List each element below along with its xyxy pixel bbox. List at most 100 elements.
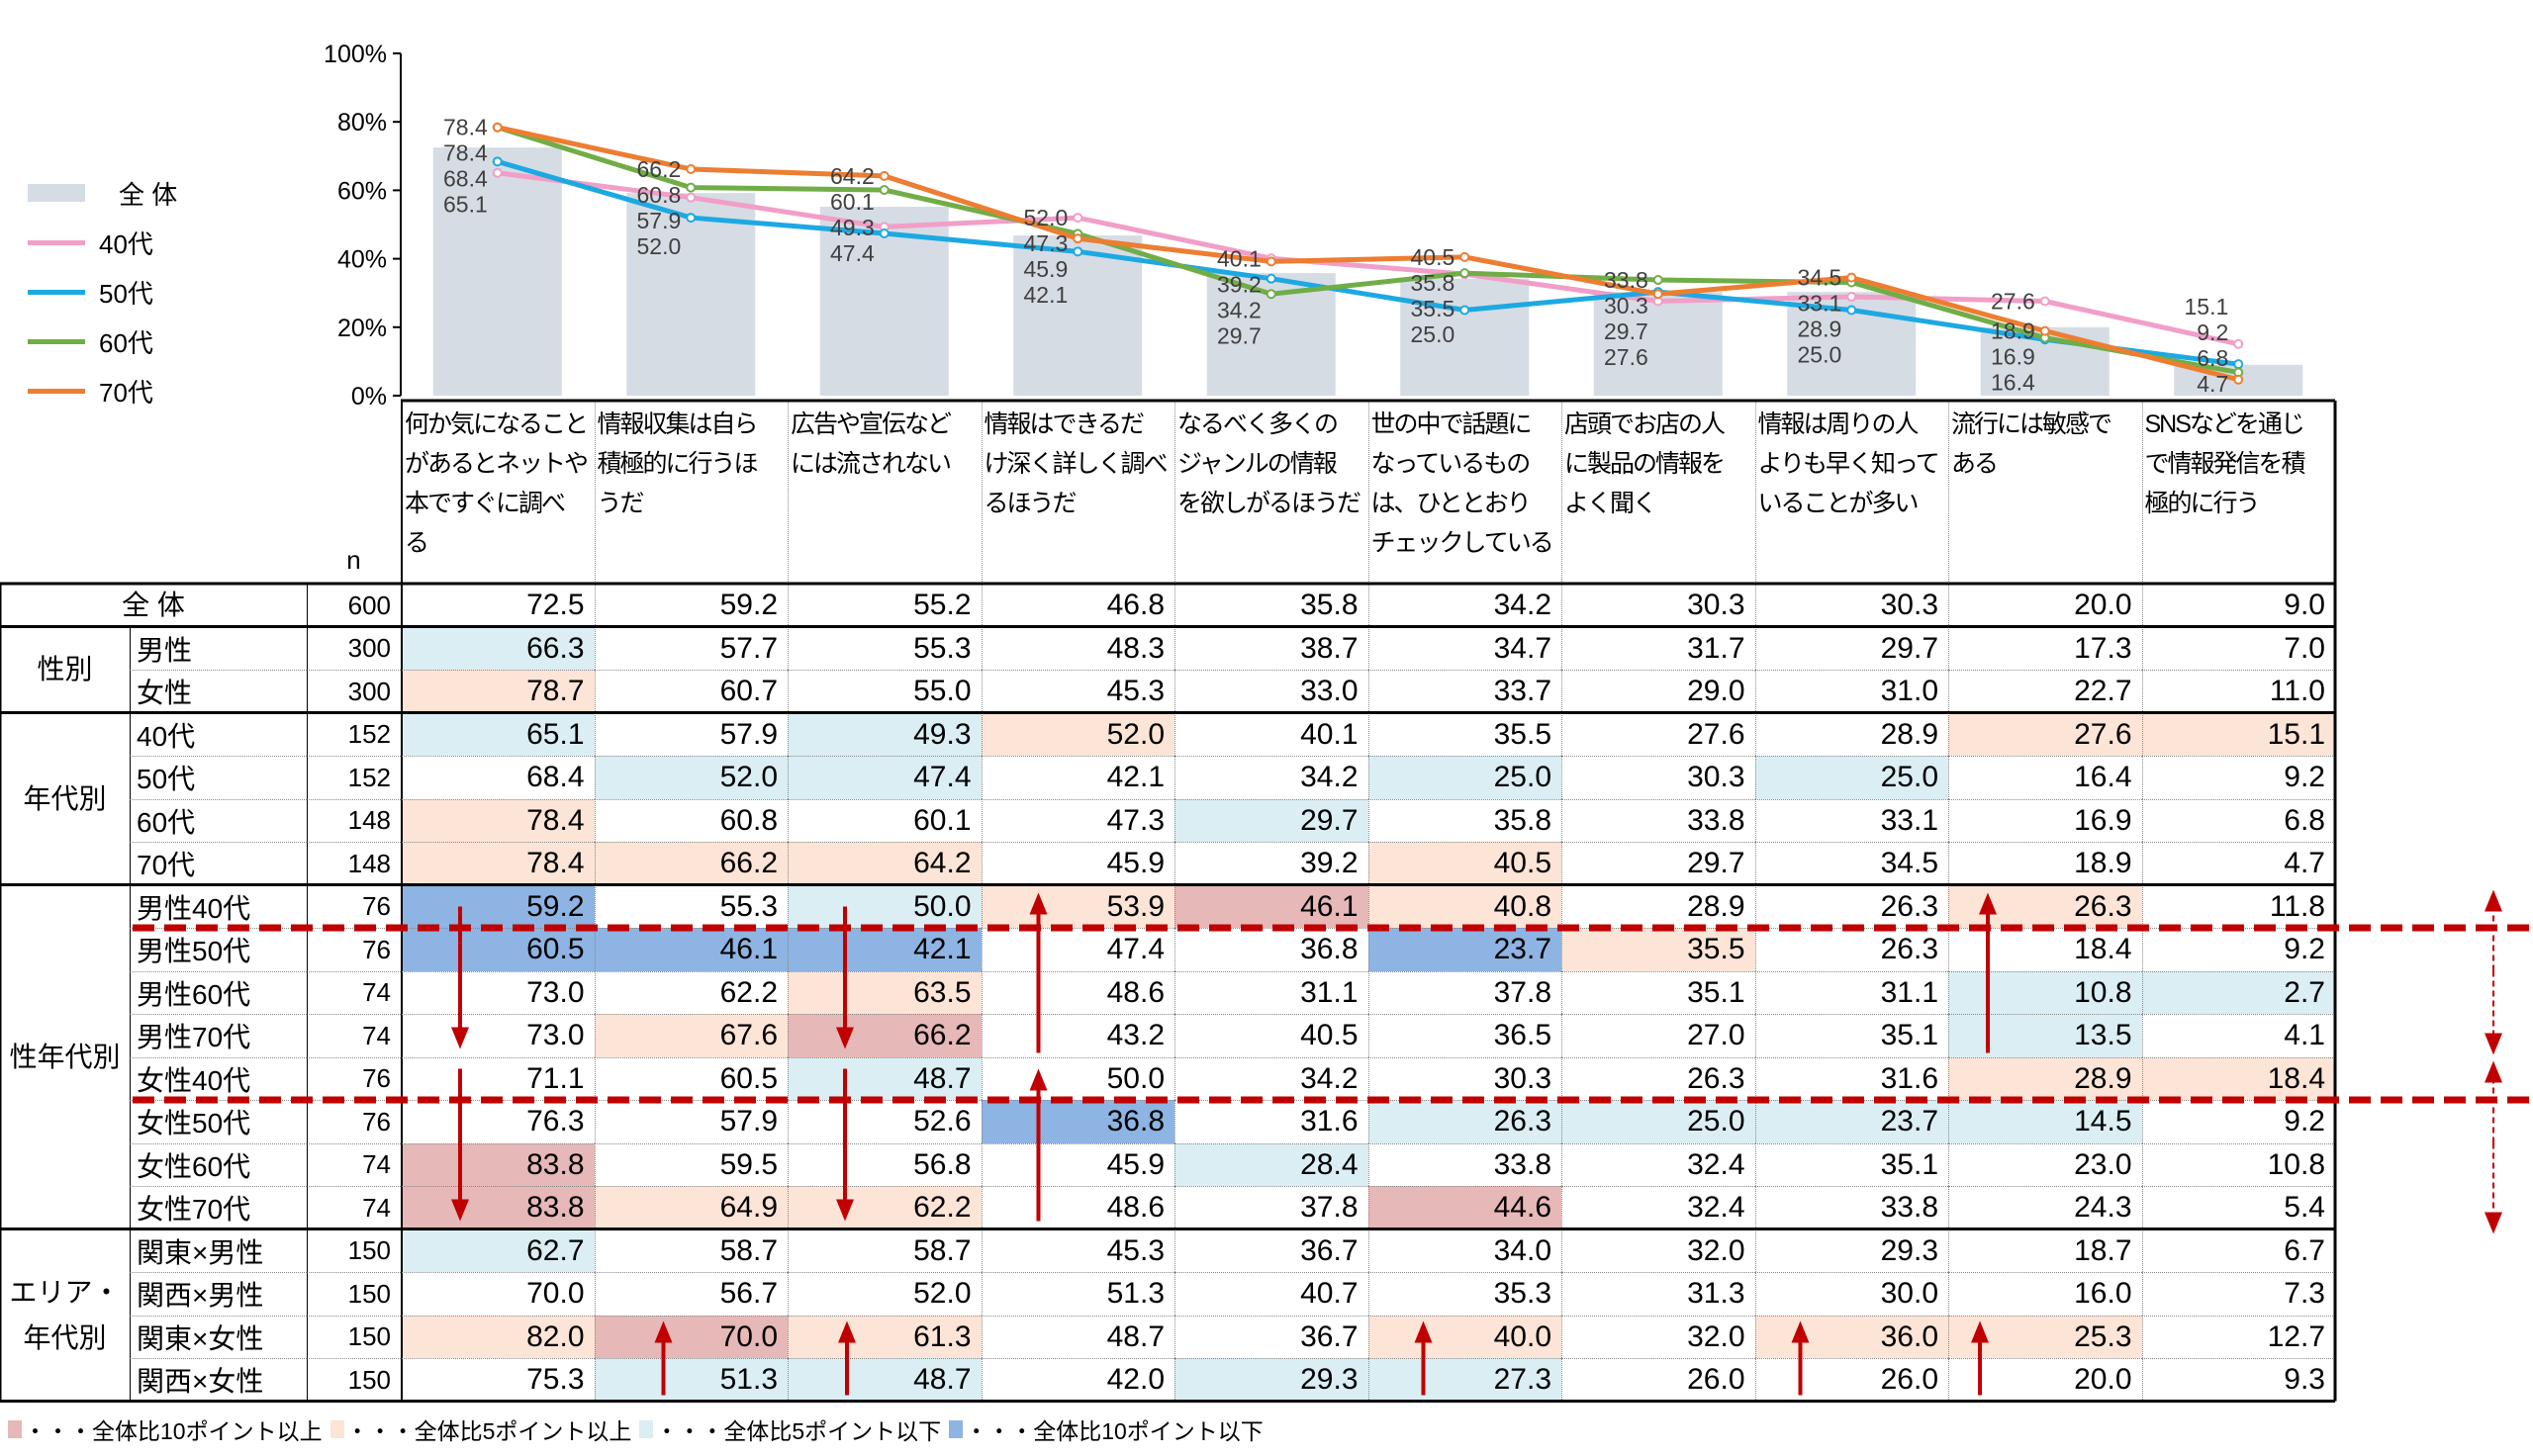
table-cell: 46.1 [1174,884,1368,928]
table-cell: 67.6 [594,1014,788,1057]
data-point [1846,292,1857,303]
table-cell: 33.1 [1754,798,1948,842]
table-cell: 34.5 [1754,842,1948,885]
color-legend-label: ・・・全体比10ポイント以上 [24,1418,323,1444]
table-cell: 40.8 [1367,884,1561,928]
y-tick-label: 60% [337,177,387,205]
data-point [1846,305,1857,316]
table-cell: 55.3 [594,884,788,928]
table-cell: 32.4 [1561,1142,1755,1186]
row-label: 50代 [130,756,307,799]
sample-size: 76 [307,928,401,971]
y-tick-label: 40% [337,246,387,274]
table-cell: 33.7 [1367,670,1561,713]
data-point [1459,268,1470,279]
data-label: 34.2 [1217,297,1262,322]
table-cell: 6.8 [2141,798,2335,842]
color-legend-label: ・・・全体比5ポイント以下 [655,1418,942,1444]
table-cell: 9.2 [2141,928,2335,971]
table-cell: 33.8 [1754,1186,1948,1229]
table-cell: 35.3 [1367,1272,1561,1316]
table-cell: 48.6 [981,1186,1174,1229]
column-header: 広告や宣伝など には流されない [788,401,982,584]
sample-size: 300 [307,626,401,670]
row-label: 女性50代 [130,1100,307,1143]
table-cell: 25.0 [1367,756,1561,799]
table-cell: 63.5 [788,970,982,1014]
table-cell: 32.4 [1561,1186,1755,1229]
data-label: 57.9 [636,208,681,233]
table-cell: 27.0 [1561,1014,1755,1057]
sample-size: 150 [307,1228,401,1272]
sample-size: 152 [307,756,401,799]
data-point [879,228,890,238]
table-cell: 60.8 [594,798,788,842]
data-label: 15.1 [2184,294,2228,319]
legend-label: 50代 [99,278,153,309]
table-cell: 33.8 [1367,1142,1561,1186]
table-cell: 34.7 [1367,626,1561,670]
sample-size: 150 [307,1315,401,1358]
table-cell: 30.0 [1754,1272,1948,1316]
table-cell: 70.0 [401,1272,595,1316]
column-header: 世の中で話題に なっているもの は、ひととおり チェックしている [1367,401,1562,584]
data-label: 29.7 [1217,322,1262,348]
data-point [2039,296,2050,307]
table-cell: 40.1 [1174,712,1368,756]
table-cell: 36.7 [1174,1315,1368,1358]
table-cell: 14.5 [1948,1100,2142,1143]
table-cell: 30.3 [1754,584,1948,627]
table-cell: 29.7 [1754,626,1948,670]
legend-item-40s: 40代 [28,218,177,267]
legend-label: 60代 [99,327,153,358]
data-label: 66.2 [636,156,681,182]
table-cell: 75.3 [401,1358,595,1402]
data-point [1652,289,1663,300]
data-label: 47.3 [1023,230,1068,256]
table-cell: 52.6 [788,1100,982,1143]
data-label: 29.7 [1604,318,1648,344]
table-cell: 78.4 [401,842,595,885]
table-cell: 48.7 [981,1315,1174,1358]
table-cell: 32.0 [1561,1228,1755,1272]
table-cell: 55.3 [788,626,982,670]
table-cell: 61.3 [788,1315,982,1358]
table-cell: 31.1 [1754,970,1948,1014]
color-legend-item: ・・・全体比10ポイント以上 [8,1412,323,1446]
table-cell: 56.7 [594,1272,788,1316]
data-point [1073,233,1083,244]
table-cell: 82.0 [401,1315,595,1358]
data-point [2233,374,2244,385]
row-label: 女性40代 [130,1056,307,1100]
table-cell: 35.1 [1754,1142,1948,1186]
legend-label: 40代 [99,228,153,259]
table-cell: 53.9 [981,884,1174,928]
table-cell: 15.1 [2141,712,2335,756]
sample-size: 74 [307,1142,401,1186]
row-label: 男性40代 [130,884,307,928]
table-cell: 35.1 [1754,1014,1948,1057]
line-series-40代 [497,170,2239,347]
row-label: 女性 [130,670,307,713]
table-cell: 18.4 [2141,1056,2335,1100]
legend-label: 全 体 [119,179,178,210]
table-cell: 40.0 [1367,1315,1561,1358]
legend-label: 70代 [99,377,153,408]
data-point [2233,338,2244,349]
table-cell: 33.8 [1561,798,1755,842]
table-cell: 23.7 [1367,928,1561,971]
table-cell: 31.3 [1561,1272,1755,1316]
data-label: 78.4 [443,115,488,140]
sample-size: 76 [307,1056,401,1100]
row-label: 関東×女性 [130,1315,307,1358]
table-cell: 26.3 [1754,928,1948,971]
color-swatch [329,1420,344,1438]
table-cell: 50.0 [981,1056,1174,1100]
table-cell: 26.0 [1561,1358,1755,1402]
table-cell: 5.4 [2141,1186,2335,1229]
legend-item-50s: 50代 [28,267,177,317]
row-label: 女性60代 [130,1142,307,1186]
data-label: 27.6 [1991,289,2035,315]
data-point [1846,272,1857,283]
table-cell: 35.8 [1367,798,1561,842]
